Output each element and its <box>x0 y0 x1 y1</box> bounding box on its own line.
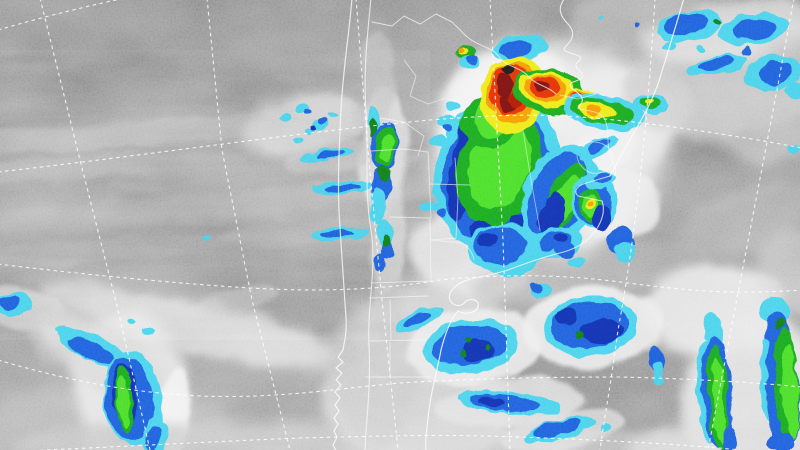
sensor-grain-texture <box>0 0 800 450</box>
satellite-svg <box>0 0 800 450</box>
satellite-view <box>0 0 800 450</box>
